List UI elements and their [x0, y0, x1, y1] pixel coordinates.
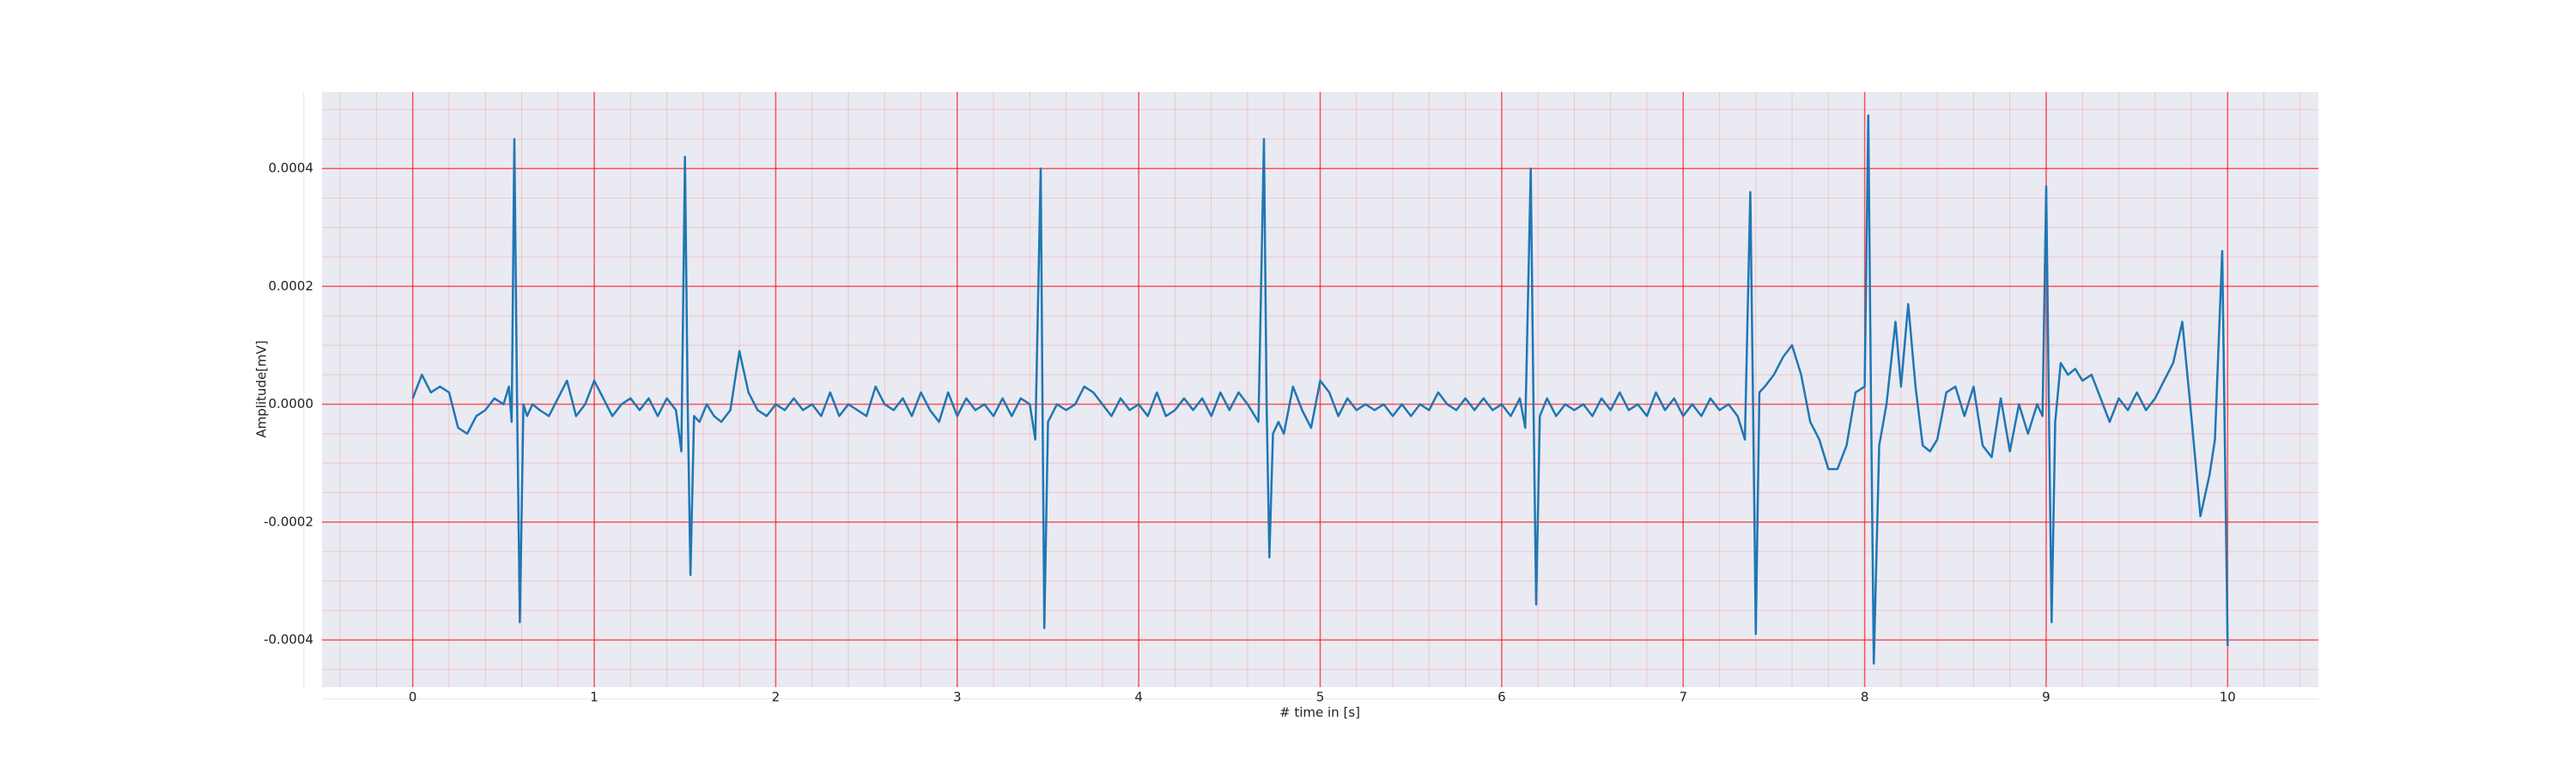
x-tick-label: 3 — [953, 690, 962, 705]
x-tick-label: 1 — [590, 690, 598, 705]
x-tick-label: 0 — [409, 690, 417, 705]
y-axis-label: Amplitude[mV] — [254, 340, 270, 437]
signal-line — [411, 114, 2229, 665]
x-tick-label: 8 — [1861, 690, 1869, 705]
x-tick-label: 7 — [1679, 690, 1687, 705]
y-tick-label: -0.0004 — [264, 632, 313, 648]
x-tick-label: 5 — [1316, 690, 1325, 705]
x-tick-label: 9 — [2042, 690, 2050, 705]
x-axis-label: # time in [s] — [1279, 705, 1360, 721]
x-tick-label: 4 — [1134, 690, 1143, 705]
y-tick-label: -0.0002 — [264, 514, 313, 529]
x-tick-label: 6 — [1498, 690, 1506, 705]
y-tick-label: 0.0000 — [269, 396, 314, 411]
x-tick-label: 10 — [2220, 690, 2236, 705]
x-tick-label: 2 — [772, 690, 781, 705]
y-tick-label: 0.0004 — [269, 161, 314, 176]
y-tick-label: 0.0002 — [269, 278, 314, 294]
